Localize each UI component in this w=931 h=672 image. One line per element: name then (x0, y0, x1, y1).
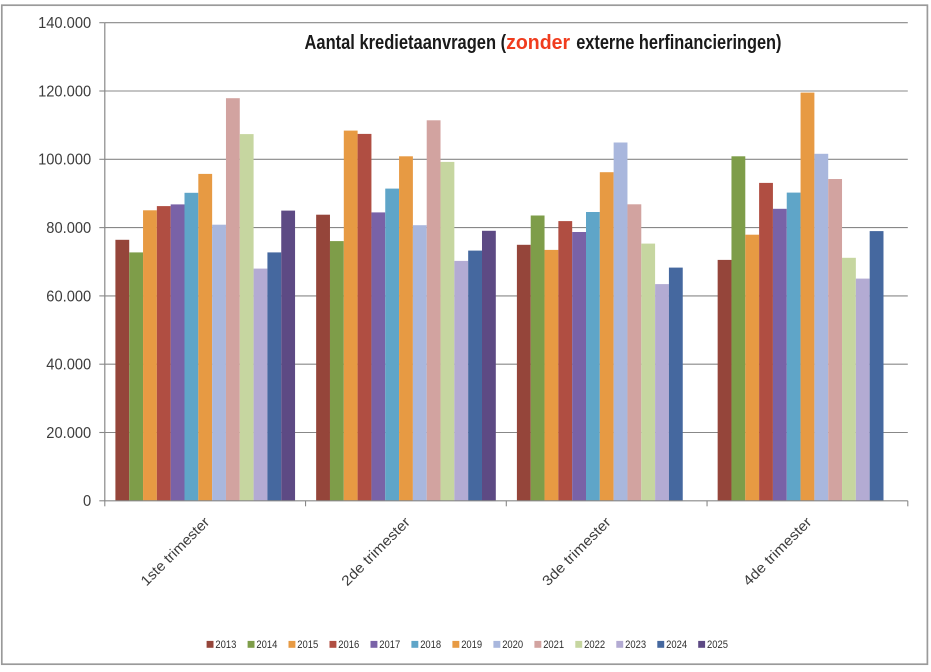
svg-text:40.000: 40.000 (46, 357, 91, 374)
svg-text:140.000: 140.000 (38, 15, 91, 32)
svg-text:2021: 2021 (543, 639, 564, 651)
svg-text:2023: 2023 (625, 639, 646, 651)
svg-text:2019: 2019 (461, 639, 482, 651)
svg-text:2016: 2016 (338, 639, 359, 651)
svg-text:2014: 2014 (256, 639, 277, 651)
svg-text:0: 0 (83, 493, 91, 510)
svg-text:100.000: 100.000 (38, 152, 91, 169)
svg-text:2015: 2015 (297, 639, 318, 651)
svg-text:2013: 2013 (215, 639, 236, 651)
svg-text:2018: 2018 (420, 639, 441, 651)
svg-text:20.000: 20.000 (46, 425, 91, 442)
svg-text:Aantal kredietaanvragen (: Aantal kredietaanvragen ( (305, 31, 507, 54)
svg-text:2022: 2022 (584, 639, 605, 651)
svg-text:2017: 2017 (379, 639, 400, 651)
svg-text:2020: 2020 (502, 639, 523, 651)
svg-text:externe herfinancieringen): externe herfinancieringen) (576, 31, 781, 54)
svg-text:2024: 2024 (666, 639, 687, 651)
svg-text:zonder: zonder (506, 31, 570, 54)
svg-text:2025: 2025 (707, 639, 728, 651)
svg-text:60.000: 60.000 (46, 288, 91, 305)
svg-text:120.000: 120.000 (38, 83, 91, 100)
svg-text:80.000: 80.000 (46, 220, 91, 237)
